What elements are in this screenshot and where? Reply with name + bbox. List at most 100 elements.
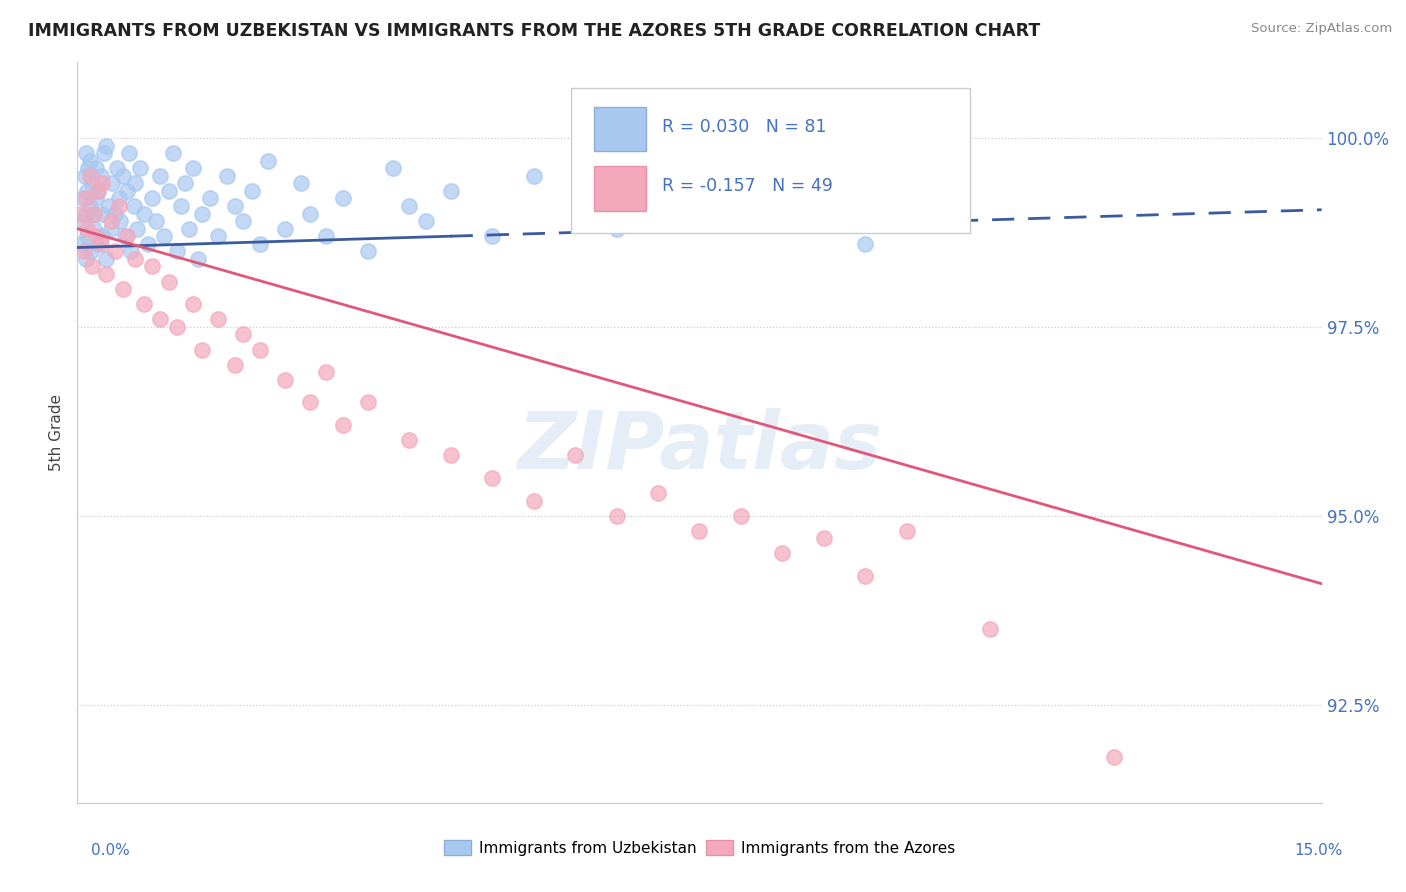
Point	[114, 229, 136, 244]
Point	[75, 191, 97, 205]
Point	[83, 206, 105, 220]
Point	[96, 138, 118, 153]
Point	[290, 177, 312, 191]
Point	[77, 161, 100, 176]
Point	[357, 244, 380, 259]
Point	[132, 297, 155, 311]
Text: 15.0%: 15.0%	[1295, 843, 1343, 858]
Point	[332, 191, 354, 205]
Point	[481, 471, 503, 485]
Point	[979, 622, 1001, 636]
Point	[439, 184, 461, 198]
Point	[115, 184, 138, 198]
Point	[87, 184, 110, 198]
Point	[770, 547, 793, 561]
Point	[125, 221, 148, 235]
Point	[357, 395, 380, 409]
Point	[128, 161, 150, 176]
Text: ZIPatlas: ZIPatlas	[517, 409, 882, 486]
Point	[381, 161, 404, 176]
Text: R = -0.157   N = 49: R = -0.157 N = 49	[662, 178, 832, 195]
Point	[224, 199, 246, 213]
Point	[87, 184, 110, 198]
Point	[232, 327, 254, 342]
Point	[132, 206, 155, 220]
Point	[190, 206, 214, 220]
Point	[273, 221, 295, 235]
Point	[232, 214, 254, 228]
Point	[107, 199, 129, 213]
Point	[770, 177, 793, 191]
Point	[79, 153, 101, 168]
Point	[141, 260, 163, 274]
Point	[689, 206, 711, 220]
Point	[174, 177, 197, 191]
Point	[162, 146, 184, 161]
Point	[124, 177, 146, 191]
FancyBboxPatch shape	[593, 166, 645, 211]
Point	[76, 221, 98, 235]
Point	[315, 365, 337, 379]
Point	[523, 169, 546, 183]
Point	[689, 524, 711, 538]
Point	[80, 244, 103, 259]
Point	[84, 161, 107, 176]
Point	[730, 508, 752, 523]
Point	[118, 146, 141, 161]
Point	[96, 252, 118, 266]
Point	[145, 214, 167, 228]
Point	[101, 177, 124, 191]
Point	[166, 244, 188, 259]
Point	[75, 146, 97, 161]
Point	[93, 146, 115, 161]
Point	[122, 199, 145, 213]
Point	[111, 169, 134, 183]
Point	[481, 229, 503, 244]
Point	[91, 177, 114, 191]
Point	[70, 206, 93, 220]
Point	[91, 206, 114, 220]
Point	[79, 169, 101, 183]
Y-axis label: 5th Grade: 5th Grade	[49, 394, 65, 471]
Point	[83, 206, 105, 220]
Text: R = 0.030   N = 81: R = 0.030 N = 81	[662, 118, 827, 136]
Point	[82, 177, 104, 191]
Point	[153, 229, 176, 244]
Point	[100, 214, 122, 228]
Point	[157, 184, 180, 198]
Point	[190, 343, 214, 357]
Point	[257, 153, 280, 168]
Point	[605, 221, 627, 235]
Point	[104, 244, 127, 259]
FancyBboxPatch shape	[593, 107, 645, 152]
Point	[73, 214, 96, 228]
Point	[75, 206, 97, 220]
Point	[104, 206, 127, 220]
Point	[105, 161, 128, 176]
Point	[183, 297, 205, 311]
Text: IMMIGRANTS FROM UZBEKISTAN VS IMMIGRANTS FROM THE AZORES 5TH GRADE CORRELATION C: IMMIGRANTS FROM UZBEKISTAN VS IMMIGRANTS…	[28, 22, 1040, 40]
Point	[124, 252, 146, 266]
Point	[249, 343, 271, 357]
Point	[224, 358, 246, 372]
Point	[91, 229, 114, 244]
Point	[315, 229, 337, 244]
Point	[73, 169, 96, 183]
FancyBboxPatch shape	[571, 88, 970, 233]
Point	[273, 373, 295, 387]
Point	[855, 236, 877, 251]
Text: Source: ZipAtlas.com: Source: ZipAtlas.com	[1251, 22, 1392, 36]
Point	[100, 221, 122, 235]
Point	[115, 229, 138, 244]
Point	[332, 418, 354, 433]
Point	[79, 199, 101, 213]
Point	[96, 267, 118, 281]
Point	[183, 161, 205, 176]
Point	[90, 236, 112, 251]
Point	[240, 184, 263, 198]
Point	[84, 191, 107, 205]
Point	[298, 206, 321, 220]
Point	[439, 448, 461, 462]
Point	[141, 191, 163, 205]
Point	[398, 433, 420, 447]
